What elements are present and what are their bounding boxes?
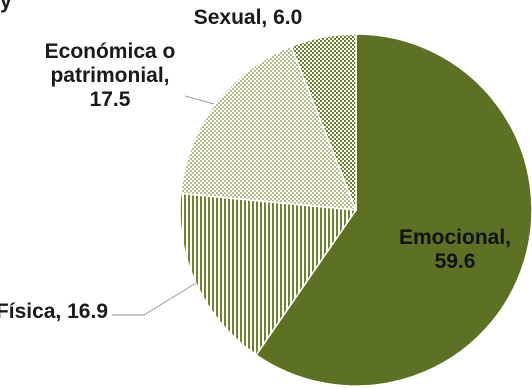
leader-line-fisica [112,282,197,316]
top-edge-text: y [0,0,12,13]
data-label-sexual: Sexual, 6.0 [194,6,303,29]
slice-labels: Emocional, 59.6 Física, 16.9 Económica o pat… [0,6,511,323]
slice-emocional [255,33,532,387]
leader-line-economica-o-patrimonial [184,95,215,105]
slice-fisica [179,192,358,356]
data-label-economica-o-patrimonial: Económica o patrimonial, 17.5 [45,40,176,111]
leader-lines [112,95,215,316]
slice-sexual [290,33,357,211]
data-label-emocional: Emocional, 59.6 [399,226,511,273]
slice-economica-o-patrimonial [179,45,358,211]
pie-slices [179,33,532,387]
data-label-fisica: Física, 16.9 [0,300,108,323]
